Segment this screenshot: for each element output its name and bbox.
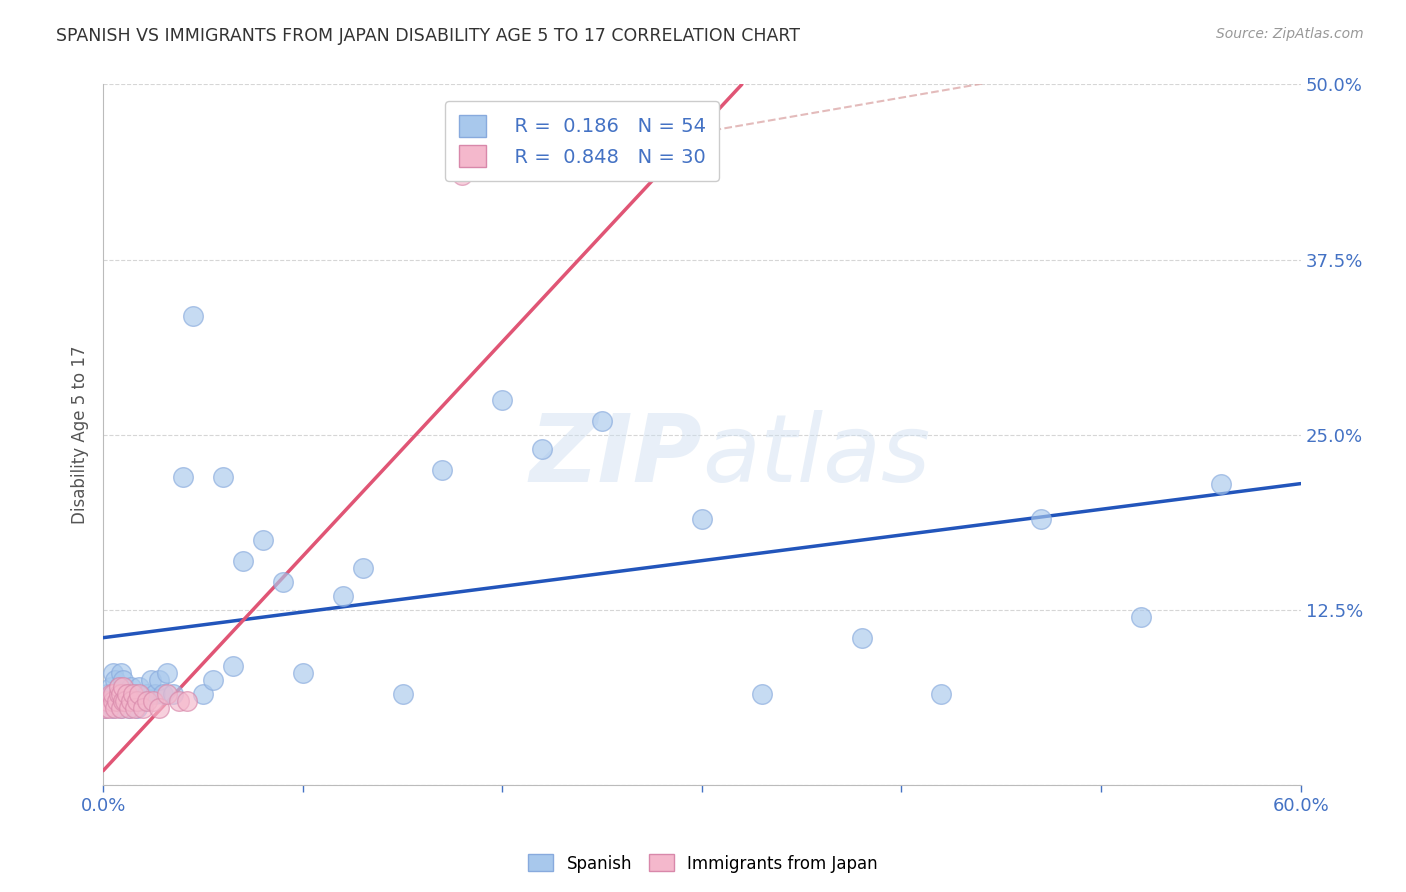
Point bbox=[125, 694, 148, 708]
Text: atlas: atlas bbox=[702, 410, 931, 501]
Point bbox=[124, 687, 146, 701]
Point bbox=[120, 680, 142, 694]
Point bbox=[108, 687, 131, 701]
Point bbox=[271, 574, 294, 589]
Y-axis label: Disability Age 5 to 17: Disability Age 5 to 17 bbox=[72, 345, 89, 524]
Point bbox=[125, 700, 148, 714]
Point bbox=[156, 665, 179, 680]
Point bbox=[110, 665, 132, 680]
Point bbox=[96, 694, 118, 708]
Point bbox=[148, 700, 170, 714]
Point bbox=[491, 392, 513, 407]
Point bbox=[100, 680, 122, 694]
Point bbox=[222, 658, 245, 673]
Legend:   R =  0.186   N = 54,   R =  0.848   N = 30: R = 0.186 N = 54, R = 0.848 N = 30 bbox=[446, 101, 718, 181]
Point bbox=[176, 694, 198, 708]
Point bbox=[148, 673, 170, 687]
Point bbox=[101, 665, 124, 680]
Point bbox=[100, 687, 122, 701]
Point bbox=[143, 687, 166, 701]
Point bbox=[110, 687, 132, 701]
Point bbox=[391, 687, 413, 701]
Point bbox=[152, 687, 174, 701]
Point bbox=[110, 700, 132, 714]
Point bbox=[690, 511, 713, 525]
Point bbox=[105, 694, 128, 708]
Point bbox=[432, 462, 454, 476]
Point bbox=[162, 687, 184, 701]
Point bbox=[118, 700, 141, 714]
Point bbox=[136, 694, 159, 708]
Point bbox=[851, 631, 873, 645]
Point bbox=[136, 687, 159, 701]
Point bbox=[104, 700, 127, 714]
Point bbox=[104, 687, 127, 701]
Point bbox=[181, 309, 204, 323]
Point bbox=[1130, 609, 1153, 624]
Point bbox=[139, 673, 162, 687]
Point bbox=[352, 560, 374, 574]
Point bbox=[114, 694, 136, 708]
Text: Source: ZipAtlas.com: Source: ZipAtlas.com bbox=[1216, 27, 1364, 41]
Point bbox=[122, 687, 145, 701]
Point bbox=[114, 694, 136, 708]
Point bbox=[108, 680, 131, 694]
Point bbox=[98, 694, 121, 708]
Point bbox=[252, 533, 274, 547]
Point bbox=[1209, 476, 1232, 491]
Text: SPANISH VS IMMIGRANTS FROM JAPAN DISABILITY AGE 5 TO 17 CORRELATION CHART: SPANISH VS IMMIGRANTS FROM JAPAN DISABIL… bbox=[56, 27, 800, 45]
Point bbox=[115, 687, 138, 701]
Point bbox=[105, 694, 128, 708]
Point bbox=[115, 687, 138, 701]
Legend: Spanish, Immigrants from Japan: Spanish, Immigrants from Japan bbox=[522, 847, 884, 880]
Point bbox=[591, 414, 613, 428]
Point bbox=[94, 700, 117, 714]
Point bbox=[128, 680, 150, 694]
Point bbox=[101, 694, 124, 708]
Point bbox=[132, 700, 155, 714]
Point bbox=[94, 700, 117, 714]
Point bbox=[201, 673, 224, 687]
Point bbox=[124, 700, 146, 714]
Point bbox=[1031, 511, 1053, 525]
Point bbox=[132, 694, 155, 708]
Point bbox=[142, 694, 165, 708]
Point bbox=[112, 694, 135, 708]
Point bbox=[122, 694, 145, 708]
Point bbox=[118, 700, 141, 714]
Point bbox=[98, 700, 121, 714]
Point bbox=[291, 665, 314, 680]
Text: ZIP: ZIP bbox=[529, 409, 702, 501]
Point bbox=[101, 687, 124, 701]
Point bbox=[101, 700, 124, 714]
Point bbox=[451, 169, 474, 183]
Point bbox=[172, 469, 194, 483]
Point bbox=[232, 554, 254, 568]
Point bbox=[531, 442, 554, 456]
Point bbox=[332, 589, 354, 603]
Point bbox=[931, 687, 953, 701]
Point bbox=[156, 687, 179, 701]
Point bbox=[112, 673, 135, 687]
Point bbox=[112, 680, 135, 694]
Point bbox=[110, 700, 132, 714]
Point bbox=[120, 694, 142, 708]
Point bbox=[751, 687, 773, 701]
Point bbox=[112, 687, 135, 701]
Point bbox=[167, 694, 190, 708]
Point bbox=[128, 687, 150, 701]
Point bbox=[212, 469, 235, 483]
Point bbox=[96, 687, 118, 701]
Point bbox=[108, 680, 131, 694]
Point bbox=[104, 673, 127, 687]
Point bbox=[191, 687, 214, 701]
